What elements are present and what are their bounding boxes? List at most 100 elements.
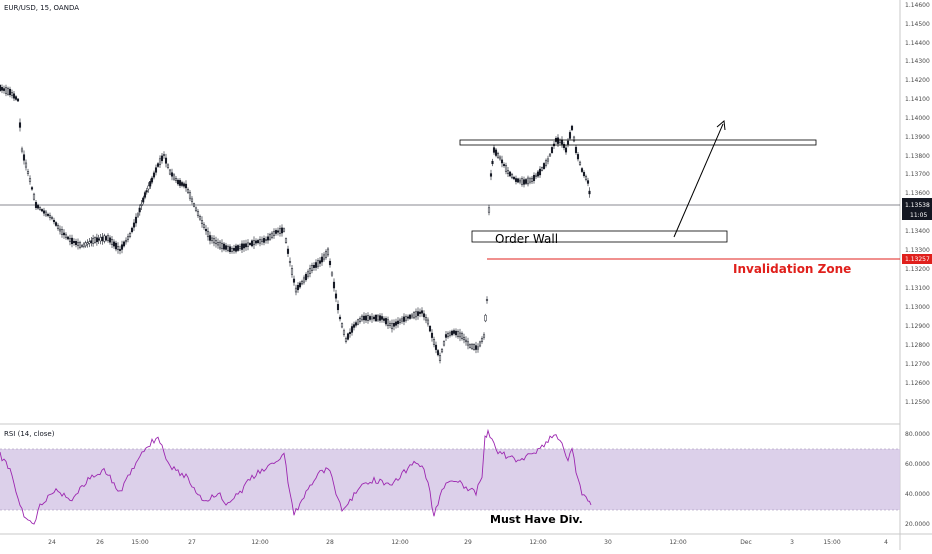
candle-body	[68, 238, 72, 242]
candle-body	[310, 265, 314, 271]
candle-body	[172, 174, 176, 180]
candle-body	[546, 158, 550, 162]
candle-body	[284, 238, 288, 243]
candle-body	[134, 216, 138, 224]
candle-body	[143, 192, 147, 198]
candle-body	[278, 228, 282, 234]
candle-body	[12, 93, 16, 99]
candle-body	[176, 179, 180, 185]
price-tick: 1.14300	[905, 58, 930, 65]
candle-body	[412, 312, 416, 319]
candle-body	[252, 240, 256, 246]
candle-body	[372, 316, 376, 320]
candle-body	[586, 180, 590, 184]
candle-body	[462, 336, 466, 341]
candle-body	[314, 262, 318, 268]
candle-body	[446, 332, 450, 338]
candle-body	[288, 261, 292, 263]
candle-body	[274, 230, 278, 234]
candle-body	[432, 339, 436, 345]
candle-body	[256, 240, 260, 244]
candle-body	[420, 310, 424, 314]
candle-body	[174, 178, 178, 181]
candle-body	[0, 84, 2, 92]
candle-body	[264, 239, 268, 241]
candle-body	[308, 268, 312, 274]
candle-body	[84, 242, 87, 247]
candle-body	[400, 318, 404, 322]
candle-body	[20, 148, 24, 152]
candle-body	[276, 230, 280, 233]
candle-body	[14, 96, 18, 100]
candle-body	[246, 242, 250, 247]
candle-body	[428, 325, 432, 332]
candle-body	[458, 332, 462, 338]
candle-body	[300, 280, 304, 285]
candle-body	[542, 163, 546, 169]
candle-body	[80, 245, 84, 247]
time-tick: Dec	[740, 539, 752, 546]
candle-body	[436, 350, 440, 356]
candle-body	[24, 162, 28, 168]
candle-body	[489, 173, 493, 177]
candle-body	[248, 243, 252, 245]
candle-body	[232, 248, 236, 251]
candle-body	[230, 248, 234, 252]
resistance-box[interactable]	[459, 139, 817, 146]
candle-body	[147, 185, 150, 190]
candle-body	[318, 260, 322, 264]
candle-body	[468, 344, 472, 348]
candle-body	[330, 272, 334, 276]
candle-body	[58, 228, 62, 232]
time-tick: 12:00	[669, 539, 686, 546]
candle-body	[42, 210, 46, 214]
candle-body	[416, 311, 420, 316]
time-tick: 15:00	[823, 539, 840, 546]
candle-body	[448, 332, 452, 336]
candle-group	[0, 84, 591, 364]
candle-body	[286, 248, 290, 254]
candle-body	[54, 222, 58, 226]
candle-body	[426, 319, 430, 325]
time-tick: 30	[604, 539, 612, 546]
candle-body	[160, 155, 164, 162]
rsi-axis[interactable]: 80.0000 60.0000 40.0000 20.0000	[905, 431, 930, 528]
candle-body	[472, 344, 476, 350]
candle-body	[562, 144, 566, 148]
candle-body	[478, 341, 482, 347]
time-tick: 3	[790, 539, 794, 546]
candle-body	[386, 319, 390, 326]
candle-body	[398, 319, 402, 323]
candle-body	[16, 98, 20, 102]
candle-body	[438, 355, 442, 361]
rsi-indicator-label[interactable]: RSI (14, close)	[4, 430, 55, 438]
candle-body	[204, 228, 208, 232]
candle-body	[516, 178, 520, 183]
candle-body	[290, 268, 294, 275]
candle-body	[210, 237, 214, 242]
candle-body	[60, 229, 64, 235]
price-axis[interactable]: 1.14600 1.14500 1.14400 1.14300 1.14200 …	[905, 2, 930, 406]
candle-body	[384, 318, 388, 325]
candle-body	[394, 321, 398, 326]
candle-body	[434, 344, 438, 350]
candle-body	[48, 215, 52, 218]
order-wall-box[interactable]	[471, 230, 728, 243]
candle-body	[62, 232, 66, 236]
candle-body	[328, 260, 332, 266]
candle-body	[82, 243, 85, 247]
symbol-label[interactable]: EUR/USD, 15, OANDA	[4, 4, 80, 12]
candle-body	[320, 256, 324, 263]
candle-body	[440, 349, 444, 353]
target-arrow-line[interactable]	[673, 123, 724, 238]
candle-body	[130, 227, 134, 233]
candle-body	[76, 242, 80, 246]
candle-body	[528, 178, 532, 183]
candle-body	[106, 235, 110, 241]
candle-body	[78, 242, 82, 248]
time-axis[interactable]: 24 26 15:00 27 12:00 28 12:00 29 12:00 3…	[48, 539, 888, 546]
candle-body	[162, 154, 166, 156]
price-tick: 1.13200	[905, 266, 930, 273]
